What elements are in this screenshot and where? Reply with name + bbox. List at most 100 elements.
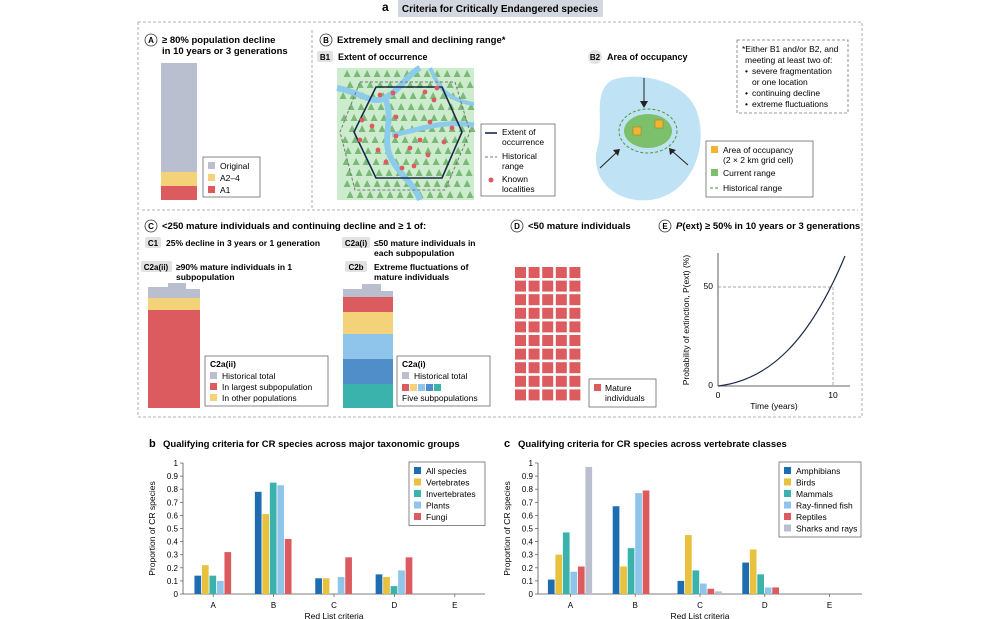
bar — [715, 591, 722, 594]
tree-icon — [356, 191, 364, 198]
bar — [612, 506, 620, 594]
section-e: E P(ext) ≥ 50% in 10 years or 3 generati… — [658, 219, 860, 411]
x-tick-label: B — [633, 601, 638, 610]
tree-icon — [364, 147, 372, 154]
mature-individual — [515, 375, 526, 387]
legend-c-right — [396, 355, 491, 407]
tree-icon — [352, 158, 360, 165]
legend-swatch — [784, 478, 791, 486]
panel-a-letter: a — [382, 0, 389, 14]
tree-icon — [420, 114, 428, 121]
tree-icon — [421, 136, 429, 143]
bar — [677, 580, 685, 594]
badge-b1-label: B1 — [320, 53, 331, 62]
bar — [692, 570, 700, 594]
tree-icon — [368, 125, 376, 132]
bar — [555, 554, 563, 594]
tree-icon — [425, 169, 433, 176]
note-bullet-3: extreme fluctuations — [752, 99, 828, 109]
mature-individual — [515, 321, 526, 333]
tree-icon — [377, 103, 385, 110]
mature-individual — [569, 321, 581, 333]
c1-text: 25% decline in 3 years or 1 generation — [166, 238, 320, 248]
tree-icon — [362, 158, 370, 165]
tree-icon — [423, 70, 431, 77]
badge-c — [144, 219, 158, 233]
known-locality — [425, 152, 431, 158]
tree-icon — [410, 114, 418, 121]
tree-icon — [355, 169, 363, 176]
known-locality — [411, 163, 417, 169]
tree-icon — [462, 158, 470, 165]
mature-individual — [542, 294, 554, 306]
tree-icon — [361, 136, 369, 143]
c2aii-text-2: subpopulation — [176, 272, 235, 282]
b2-arrow-left — [599, 151, 618, 169]
legend-b1-dot — [488, 177, 494, 183]
bar — [337, 576, 345, 594]
legend-b1 — [480, 123, 556, 197]
tree-icon — [344, 147, 352, 154]
tree-icon — [356, 81, 364, 88]
tree-icon — [342, 158, 350, 165]
tree-icon — [445, 169, 453, 176]
legend-swatch — [414, 467, 421, 474]
c2b-text-2: mature individuals — [374, 272, 449, 282]
bar — [390, 586, 398, 594]
y-tick-label: 0.9 — [167, 472, 179, 481]
legend-swatch — [784, 490, 791, 497]
tree-icon — [373, 180, 381, 187]
bar-original — [161, 63, 197, 172]
y-tick-label: 0 — [529, 590, 534, 599]
mature-individual — [569, 294, 581, 306]
x-tick-label: C — [697, 601, 703, 610]
tree-icon — [460, 114, 468, 121]
tree-icon — [437, 103, 445, 110]
mature-individual — [528, 348, 540, 360]
note-bullet-1b: or one location — [752, 77, 808, 87]
mature-individual — [569, 389, 581, 401]
y-axis-label: Proportion of CR species — [147, 481, 157, 576]
b2-arrowhead-left — [613, 149, 620, 156]
legend-d — [588, 378, 657, 408]
b2-grid-cell-2 — [654, 119, 664, 129]
b1-river-3 — [391, 121, 475, 138]
tree-icon — [353, 180, 361, 187]
legend-label: Plants — [426, 501, 450, 511]
e-ylabel: Probability of extinction, P(ext) (%) — [681, 255, 691, 386]
bar — [685, 535, 692, 594]
tree-icon — [354, 147, 362, 154]
mature-individual — [515, 389, 526, 401]
tree-icon — [343, 180, 351, 187]
c2b-text-1: Extreme fluctuations of — [374, 262, 469, 272]
legend-c-right-swatch-2e — [434, 384, 441, 391]
tree-icon — [453, 70, 461, 77]
badge-c-label: C — [148, 222, 154, 231]
y-axis-label: Proportion of CR species — [502, 481, 512, 576]
c2aii-bar-other — [148, 298, 200, 310]
bar — [620, 566, 627, 594]
legend-c-right-item-2: Five subpopulations — [402, 393, 478, 403]
legend-label: Fungi — [426, 512, 447, 522]
tree-icon — [415, 169, 423, 176]
section-e-title-p: P — [676, 221, 683, 232]
tree-icon — [385, 169, 393, 176]
tree-icon — [341, 136, 349, 143]
tree-icon — [456, 81, 464, 88]
x-tick-label: C — [331, 601, 337, 610]
note-bullet-2: continuing decline — [752, 88, 820, 98]
section-c: C <250 mature individuals and continuing… — [141, 219, 491, 408]
tree-icon — [363, 70, 371, 77]
tree-icon — [439, 92, 447, 99]
note-bullet-1: severe fragmentation — [752, 66, 832, 76]
mature-individual — [528, 267, 540, 278]
tree-icon — [406, 191, 414, 198]
c2ai-bar-sub-3 — [343, 334, 393, 359]
tree-icon — [413, 180, 421, 187]
tree-icon — [393, 180, 401, 187]
known-locality — [357, 137, 363, 143]
tree-icon — [358, 125, 366, 132]
legend-c-right-swatch-2c — [418, 384, 425, 391]
bar — [742, 562, 749, 594]
bar-a2-4 — [161, 172, 197, 186]
